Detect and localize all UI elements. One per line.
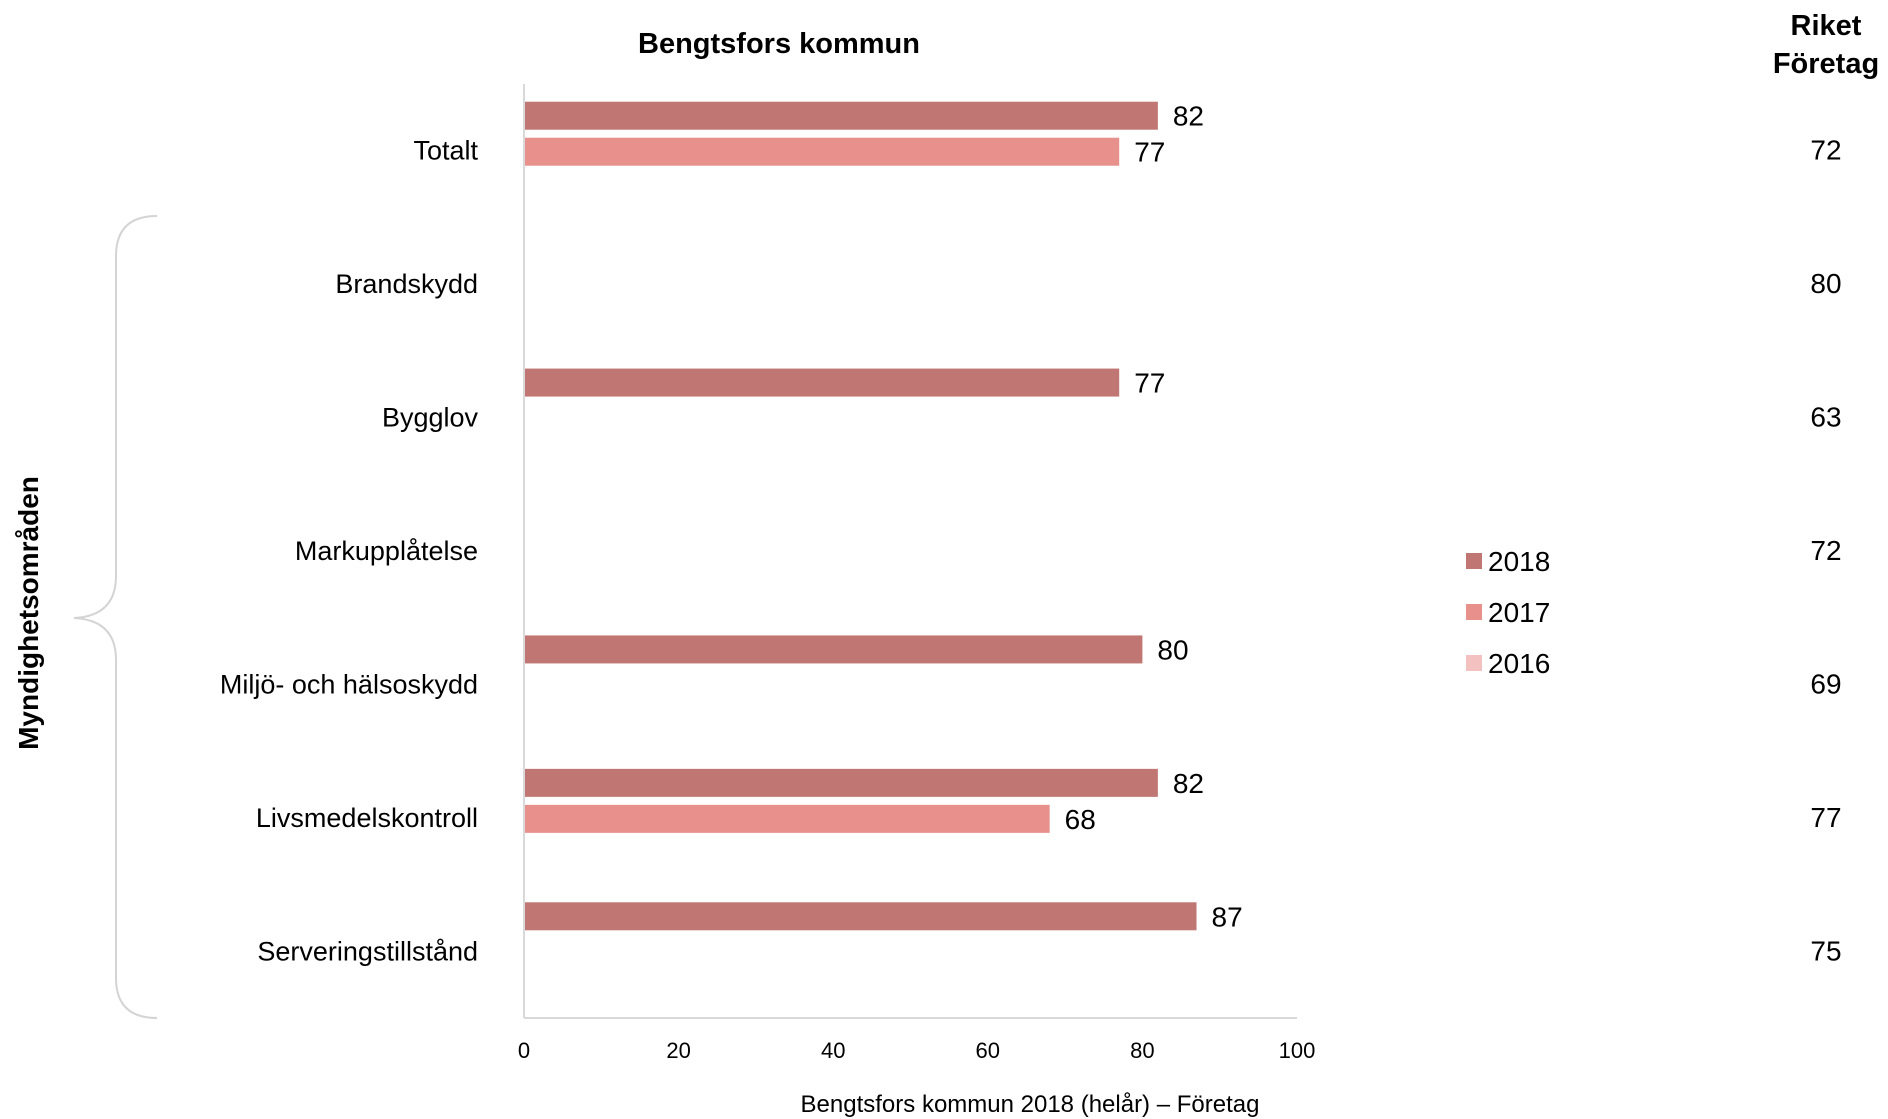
riket-header-line1: Riket [1791,10,1862,42]
legend-swatch-2018 [1466,553,1482,569]
axes [523,84,1297,1019]
bar-2018-bygglov [525,368,1120,397]
bars-group [525,101,1197,931]
bar-2018-serveringstillstånd [525,902,1197,931]
riket-value-serveringstillstånd: 75 [1810,935,1841,966]
value-label-2017-totalt: 77 [1134,137,1165,168]
riket-value-livsmedelskontroll: 77 [1810,802,1841,833]
category-label-totalt: Totalt [413,136,478,166]
y-axis-title: Myndighetsområden [13,476,44,750]
legend-label-2016: 2016 [1488,648,1550,679]
legend[interactable]: 2018 2017 2016 [1466,546,1550,679]
bar-2018-livsmedelskontroll [525,768,1158,797]
value-label-2017-livsmedelskontroll: 68 [1065,804,1096,835]
category-labels: Totalt Brandskydd Bygglov Markupplåtelse Mil… [220,136,479,967]
x-axis-title: Bengtsfors kommun 2018 (helår) – Företag [801,1091,1260,1118]
riket-header-line2: Företag [1773,48,1879,80]
category-label-serveringstillstånd: Serveringstillstånd [257,936,478,966]
bar-2018-totalt [525,101,1158,130]
category-brace [73,215,158,1019]
value-labels: 82 77 77 80 82 68 87 [1065,101,1243,933]
riket-value-totalt: 72 [1810,135,1841,166]
x-tick-labels: 0 20 40 60 80 100 [518,1038,1315,1063]
category-label-markupplåtelse: Markupplåtelse [295,536,478,566]
x-tick-40: 40 [821,1038,845,1063]
x-tick-0: 0 [518,1038,530,1063]
chart-title: Bengtsfors kommun [638,28,920,60]
x-tick-80: 80 [1130,1038,1154,1063]
legend-swatch-2016 [1466,655,1482,671]
bar-2017-livsmedelskontroll [525,804,1050,833]
bar-2017-totalt [525,137,1120,166]
legend-label-2018: 2018 [1488,546,1550,577]
riket-value-brandskydd: 80 [1810,268,1841,299]
riket-values: 72 80 63 72 69 77 75 [1810,135,1841,967]
category-label-livsmedelskontroll: Livsmedelskontroll [256,803,478,833]
value-label-2018-serveringstillstånd: 87 [1212,901,1243,932]
legend-label-2017: 2017 [1488,597,1550,628]
value-label-2018-totalt: 82 [1173,101,1204,132]
x-tick-100: 100 [1279,1038,1316,1063]
value-label-2018-bygglov: 77 [1134,368,1165,399]
category-label-miljö-och-hälsoskydd: Miljö- och hälsoskydd [220,669,478,699]
x-tick-20: 20 [666,1038,690,1063]
legend-swatch-2017 [1466,604,1482,620]
value-label-2018-livsmedelskontroll: 82 [1173,768,1204,799]
bar-2018-miljö-och-hälsoskydd [525,635,1143,664]
category-label-bygglov: Bygglov [382,403,479,433]
riket-value-bygglov: 63 [1810,402,1841,433]
category-label-brandskydd: Brandskydd [335,269,478,299]
value-label-2018-miljö-och-hälsoskydd: 80 [1157,634,1188,665]
x-tick-60: 60 [976,1038,1000,1063]
riket-value-miljö-och-hälsoskydd: 69 [1810,668,1841,699]
riket-value-markupplåtelse: 72 [1810,535,1841,566]
